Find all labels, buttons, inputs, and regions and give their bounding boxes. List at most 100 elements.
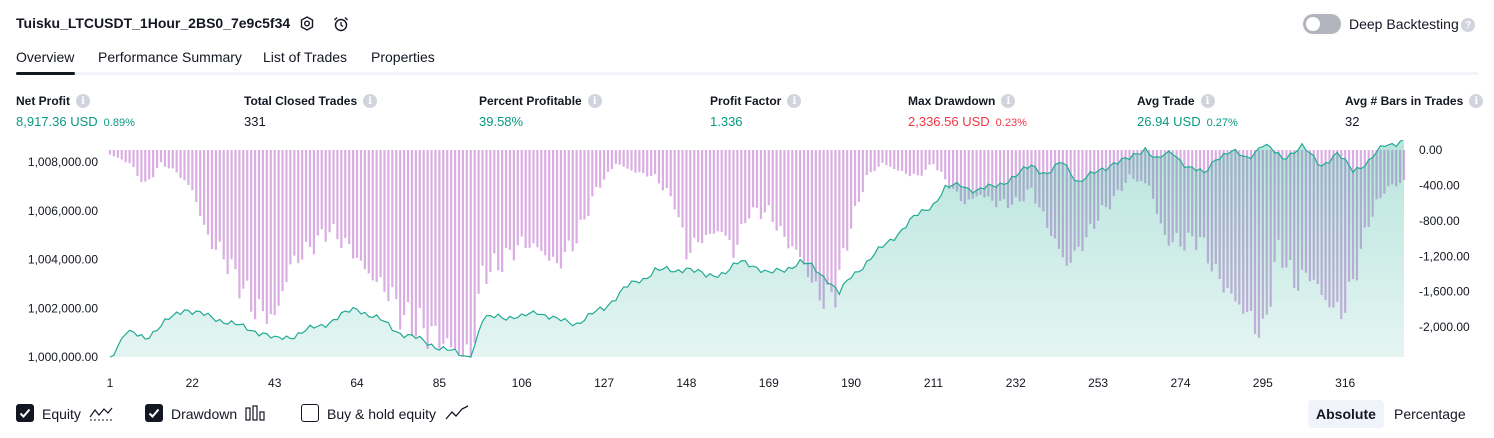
info-icon[interactable]: i	[1469, 94, 1484, 108]
equity-drawdown-chart[interactable]: 1,008,000.00 1,006,000.00 1,004,000.00 1,00…	[0, 140, 1494, 395]
x-axis-tick: 274	[1170, 376, 1190, 390]
drawdown-bar	[610, 150, 614, 170]
drawdown-bar	[779, 150, 782, 227]
right-axis-tick: -2,000.00	[1419, 320, 1470, 334]
drawdown-bar	[673, 150, 676, 210]
info-icon[interactable]: i	[76, 94, 90, 108]
drawdown-bar	[1002, 150, 1006, 200]
drawdown-bar	[453, 150, 457, 349]
drawdown-bar	[214, 150, 217, 250]
drawdown-bar	[544, 150, 547, 256]
drawdown-bar	[253, 150, 257, 320]
info-icon[interactable]: i	[1200, 94, 1215, 108]
drawdown-bar	[704, 150, 708, 235]
drawdown-bar	[834, 150, 837, 308]
drawdown-bar	[465, 150, 468, 345]
tab-properties[interactable]: Properties	[371, 49, 435, 65]
drawdown-bar	[422, 150, 425, 329]
drawdown-bar	[167, 150, 170, 169]
avg-trade-label-text: Avg Trade	[1137, 94, 1195, 108]
percent-profitable-value: 39.58%	[479, 114, 524, 129]
drawdown-bar	[618, 150, 621, 165]
drawdown-bar	[379, 150, 382, 278]
equity-checkbox[interactable]	[16, 404, 34, 422]
drawdown-bar	[473, 150, 476, 344]
info-icon[interactable]: i	[587, 94, 602, 108]
percentage-mode-button[interactable]: Percentage	[1394, 406, 1466, 422]
drawdown-bar	[759, 150, 763, 220]
drawdown-bar	[524, 150, 527, 248]
drawdown-bar	[257, 150, 261, 300]
tab-list-of-trades[interactable]: List of Trades	[263, 49, 348, 65]
deep-backtesting-toggle[interactable]	[1303, 14, 1341, 34]
x-axis-tick: 316	[1335, 376, 1355, 390]
x-axis-tick: 148	[676, 376, 696, 390]
max-drawdown-label: Max Drawdown i	[908, 94, 1016, 108]
drawdown-bar	[873, 150, 876, 172]
tab-overview[interactable]: Overview	[16, 49, 75, 65]
x-axis-tick: 295	[1253, 376, 1273, 390]
profit-factor-value: 1.336	[710, 114, 743, 129]
drawdown-bar	[653, 150, 657, 174]
drawdown-bar	[567, 150, 570, 241]
drawdown-bar	[983, 150, 986, 198]
total-closed-trades-value: 331	[244, 114, 266, 129]
drawdown-bar	[450, 150, 453, 348]
left-axis-tick: 1,002,000.00	[28, 301, 98, 315]
drawdown-bar	[951, 150, 955, 189]
drawdown-bar	[865, 150, 868, 176]
drawdown-bar	[375, 150, 378, 282]
drawdown-bar	[885, 150, 888, 166]
equity-checkbox-label[interactable]: Equity	[42, 406, 81, 422]
drawdown-bar	[595, 150, 598, 188]
drawdown-bar	[340, 150, 343, 248]
drawdown-bar	[802, 150, 806, 265]
drawdown-checkbox-label[interactable]: Drawdown	[171, 406, 238, 422]
drawdown-bar	[120, 150, 123, 160]
drawdown-bar	[246, 150, 249, 281]
drawdown-bar	[979, 150, 982, 195]
drawdown-bar	[501, 150, 504, 273]
drawdown-bar	[665, 150, 668, 189]
drawdown-bar	[516, 150, 519, 246]
drawdown-bar	[477, 150, 480, 294]
drawdown-bar	[301, 150, 304, 260]
absolute-mode-button[interactable]: Absolute	[1308, 400, 1384, 428]
drawdown-bar	[732, 150, 735, 258]
drawdown-bar	[512, 150, 515, 261]
alarm-icon[interactable]	[331, 14, 351, 34]
drawdown-bar	[775, 150, 778, 231]
drawdown-bar	[799, 150, 802, 257]
buy-hold-checkbox-label[interactable]: Buy & hold equity	[327, 406, 436, 422]
drawdown-bar	[497, 150, 500, 271]
drawdown-checkbox[interactable]	[145, 404, 163, 422]
buy-hold-checkbox[interactable]	[301, 404, 319, 422]
x-axis-tick: 190	[841, 376, 861, 390]
drawdown-bar	[563, 150, 566, 253]
drawdown-bar	[744, 150, 747, 224]
drawdown-bar	[179, 150, 182, 178]
right-axis-tick: -800.00	[1419, 214, 1460, 228]
avg-trade-label: Avg Trade i	[1137, 94, 1215, 108]
drawdown-bar	[387, 150, 390, 302]
tab-performance-summary[interactable]: Performance Summary	[98, 49, 242, 65]
max-drawdown-value: 2,336.56 USD 0.23%	[908, 114, 1027, 129]
drawdown-bar	[795, 150, 798, 250]
help-icon[interactable]: ?	[1461, 18, 1475, 32]
drawdown-bar	[571, 150, 574, 252]
drawdown-bar	[112, 150, 116, 157]
strategy-title: Tuisku_LTCUSDT_1Hour_2BS0_7e9c5f34	[16, 15, 291, 31]
avg-trade-amount: 26.94 USD	[1137, 114, 1201, 129]
max-drawdown-amount: 2,336.56 USD	[908, 114, 990, 129]
info-icon[interactable]: i	[363, 94, 378, 108]
drawdown-bar	[336, 150, 339, 240]
drawdown-bar	[116, 150, 119, 158]
info-icon[interactable]: i	[787, 94, 802, 108]
drawdown-bar	[140, 150, 143, 183]
info-icon[interactable]: i	[1001, 94, 1016, 108]
drawdown-bar	[842, 150, 845, 249]
drawdown-bar	[446, 150, 449, 339]
drawdown-bar	[285, 150, 288, 282]
drawdown-bar	[587, 150, 590, 217]
settings-icon[interactable]	[297, 14, 317, 34]
